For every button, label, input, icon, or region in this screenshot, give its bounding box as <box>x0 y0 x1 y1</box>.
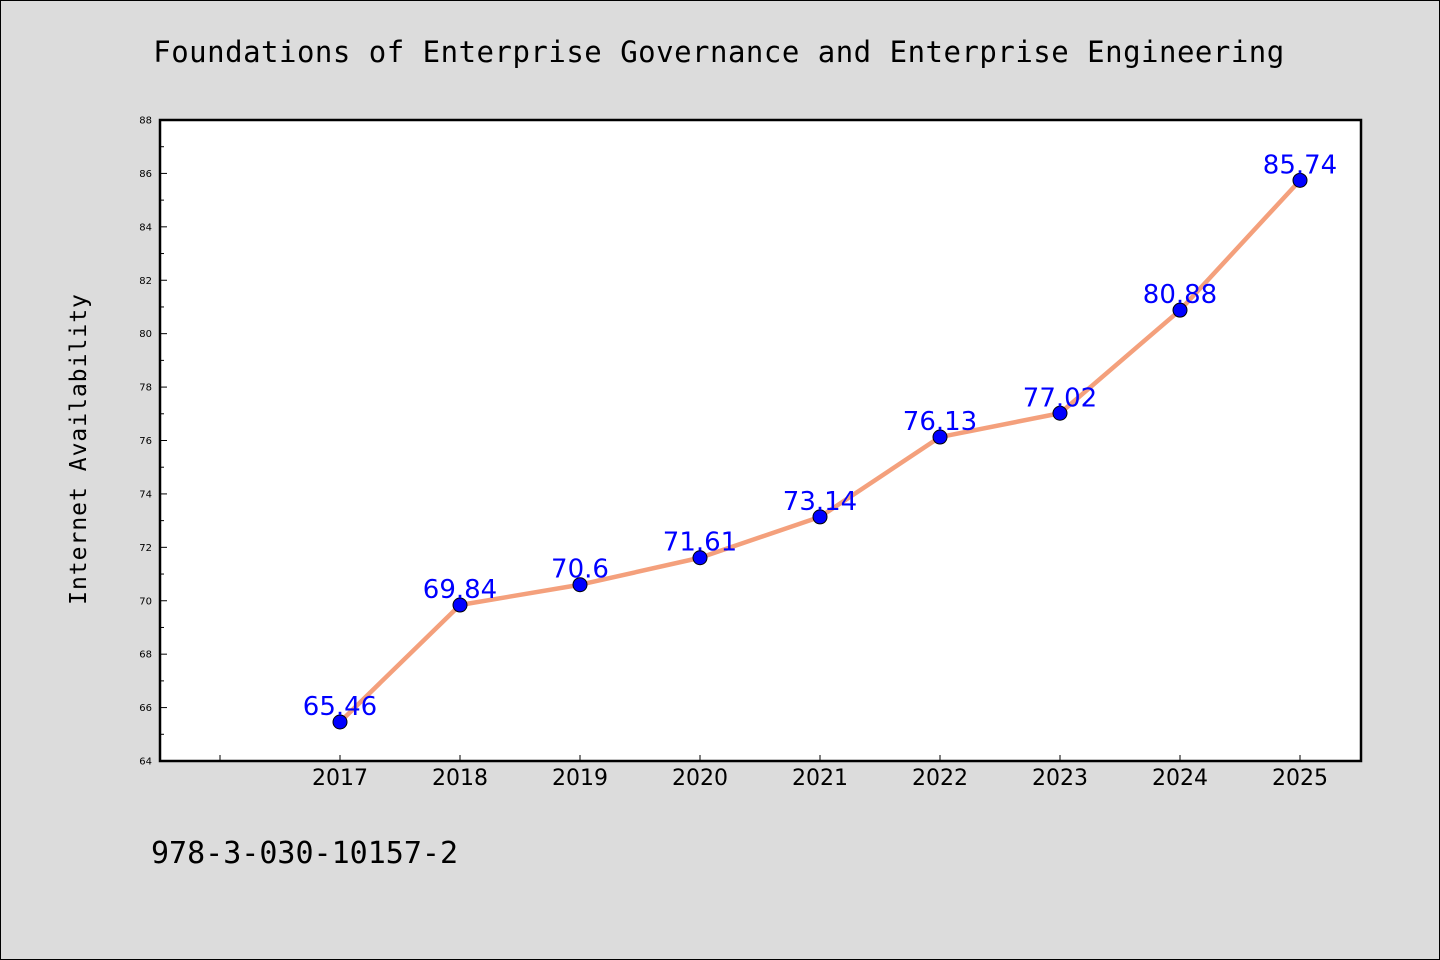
plot-background <box>158 118 1363 763</box>
chart-title: Foundations of Enterprise Governance and… <box>153 35 1285 69</box>
data-label: 71.61 <box>663 528 737 558</box>
x-tick-label: 2020 <box>672 766 728 791</box>
footer-identifier: 978-3-030-10157-2 <box>151 836 459 871</box>
data-point-marker <box>692 550 708 566</box>
y-tick-label: 82 <box>139 276 152 287</box>
y-tick-label: 78 <box>139 383 152 394</box>
data-label: 80.88 <box>1143 280 1217 310</box>
data-label: 77.02 <box>1023 383 1097 413</box>
data-label: 85.74 <box>1263 150 1337 180</box>
data-point-marker <box>332 714 348 730</box>
y-tick-label: 64 <box>139 757 152 768</box>
x-tick-label: 2022 <box>912 766 968 791</box>
data-point-marker <box>932 429 948 445</box>
y-axis: 64 66 68 70 72 74 76 78 80 82 84 86 88 <box>139 116 167 768</box>
data-point-marker <box>452 597 468 613</box>
data-point-marker <box>572 577 588 593</box>
data-point-marker <box>812 509 828 525</box>
y-tick-label: 76 <box>139 436 152 447</box>
x-tick-label: 2018 <box>432 766 488 791</box>
y-tick-label: 86 <box>139 169 152 180</box>
y-tick-label: 88 <box>139 116 152 127</box>
x-tick-label: 2017 <box>312 766 368 791</box>
y-tick-label: 68 <box>139 650 152 661</box>
x-tick-label: 2021 <box>792 766 848 791</box>
plot-area <box>158 118 1363 763</box>
data-label: 69.84 <box>423 575 497 605</box>
x-tick-label: 2019 <box>552 766 608 791</box>
data-point-marker <box>1172 302 1188 318</box>
y-tick-label: 80 <box>139 329 152 340</box>
y-tick-label: 84 <box>139 222 152 233</box>
data-point-marker <box>1052 405 1068 421</box>
x-tick-label: 2024 <box>1152 766 1208 791</box>
y-tick-label: 66 <box>139 703 152 714</box>
x-tick-label: 2025 <box>1272 766 1328 791</box>
x-tick-label: 2023 <box>1032 766 1088 791</box>
data-label: 73.14 <box>783 487 857 517</box>
x-axis: 2017 2018 2019 2020 2021 2022 2023 2024 2025 <box>219 755 1328 791</box>
series-group <box>332 172 1308 730</box>
data-label: 65.46 <box>303 692 377 722</box>
data-label: 76.13 <box>903 407 977 437</box>
data-labels-group: 65.46 69.84 70.6 71.61 73.14 76.13 77.02 80.88 8… <box>303 150 1337 722</box>
y-tick-label: 72 <box>139 543 152 554</box>
y-tick-label: 74 <box>139 489 152 500</box>
data-label: 70.6 <box>551 555 609 585</box>
y-tick-label: 70 <box>139 596 152 607</box>
data-point-marker <box>1292 172 1308 188</box>
